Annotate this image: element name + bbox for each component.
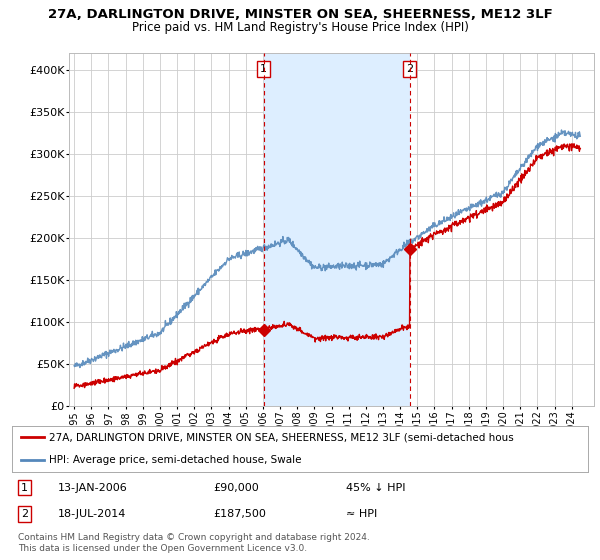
Text: ≈ HPI: ≈ HPI [346, 509, 377, 519]
Text: £90,000: £90,000 [214, 483, 259, 493]
Text: Contains HM Land Registry data © Crown copyright and database right 2024.
This d: Contains HM Land Registry data © Crown c… [18, 533, 370, 553]
Text: 1: 1 [260, 64, 267, 74]
Text: 1: 1 [21, 483, 28, 493]
Text: Price paid vs. HM Land Registry's House Price Index (HPI): Price paid vs. HM Land Registry's House … [131, 21, 469, 34]
Bar [263, 53, 410, 406]
Text: 27A, DARLINGTON DRIVE, MINSTER ON SEA, SHEERNESS, ME12 3LF (semi-detached hous: 27A, DARLINGTON DRIVE, MINSTER ON SEA, S… [49, 432, 514, 442]
Text: 27A, DARLINGTON DRIVE, MINSTER ON SEA, SHEERNESS, ME12 3LF: 27A, DARLINGTON DRIVE, MINSTER ON SEA, S… [47, 8, 553, 21]
Text: 18-JUL-2014: 18-JUL-2014 [58, 509, 127, 519]
Text: £187,500: £187,500 [214, 509, 266, 519]
Text: 2: 2 [21, 509, 28, 519]
Text: 2: 2 [406, 64, 413, 74]
Text: 13-JAN-2006: 13-JAN-2006 [58, 483, 128, 493]
Text: HPI: Average price, semi-detached house, Swale: HPI: Average price, semi-detached house,… [49, 455, 302, 465]
Text: 45% ↓ HPI: 45% ↓ HPI [346, 483, 406, 493]
